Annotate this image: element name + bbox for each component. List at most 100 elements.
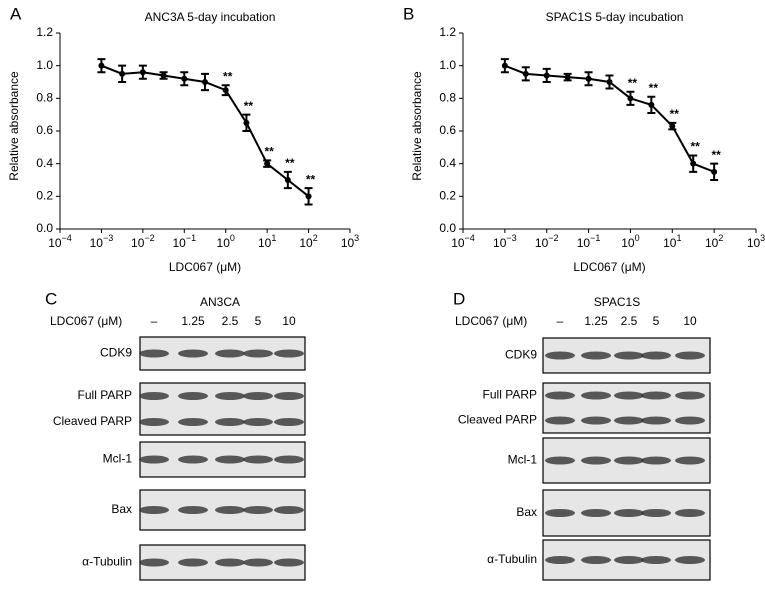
protein-label: Bax [111,502,132,516]
band [274,506,304,514]
data-point [160,72,167,79]
band [545,509,575,517]
band [243,418,273,426]
y-tick-label: 0.6 [36,123,53,137]
data-point [648,101,655,108]
lane-label: 2.5 [222,314,239,328]
x-tick-label: 10−3 [493,233,517,250]
band [139,506,169,514]
y-tick-label: 1.2 [36,25,53,39]
significance: ** [628,76,638,90]
data-point [222,87,229,94]
lane-label: 2.5 [621,314,638,328]
band [139,392,169,400]
band [581,416,611,425]
data-point [501,62,508,69]
band [675,351,705,360]
band [243,349,273,358]
band [178,455,208,464]
lane-label: 5 [653,314,660,328]
significance: ** [670,107,680,121]
band [215,349,245,358]
band [139,349,169,358]
significance: ** [649,81,659,95]
band [581,351,611,360]
x-tick-label: 103 [341,233,359,250]
data-point [181,75,188,82]
treatment-label: LDC067 (μM) [455,314,527,328]
band [581,509,611,517]
band [139,558,169,567]
data-point [690,160,697,167]
protein-label: Mcl-1 [103,452,133,466]
band [139,455,169,464]
band [545,556,575,564]
lane-label: 1.25 [181,314,205,328]
band [243,558,273,567]
band [178,392,208,400]
band [641,556,671,564]
y-tick-label: 1.2 [439,25,456,39]
band [581,556,611,564]
y-tick-label: 0.2 [36,189,53,203]
protein-label: α-Tubulin [82,555,132,569]
band [614,556,644,564]
x-tick-label: 101 [258,233,276,250]
significance: ** [285,156,295,170]
x-tick-label: 10−4 [48,233,72,250]
band [243,455,273,464]
data-point [543,72,550,79]
protein-label: CDK9 [505,348,537,362]
lane-label: – [557,314,564,328]
protein-label: α-Tubulin [487,552,537,566]
protein-label: Bax [516,505,537,519]
x-tick-label: 10−3 [90,233,114,250]
band [178,558,208,567]
data-point [98,62,105,69]
data-point [711,168,718,175]
protein-label: Cleaved PARP [458,413,537,427]
data-point [585,75,592,82]
band [178,349,208,358]
data-point [264,160,271,167]
y-tick-label: 0.8 [439,91,456,105]
band [215,455,245,464]
band [641,351,671,360]
x-axis-label: LDC067 (μM) [573,260,645,274]
data-point [284,177,291,183]
band [614,509,644,517]
data-point [522,70,529,77]
band [641,509,671,517]
significance: ** [223,69,233,83]
band [545,351,575,360]
y-axis-label: Relative absorbance [410,71,424,181]
significance: ** [264,145,274,159]
panel-label: C [45,289,57,308]
band [243,392,273,400]
band [614,416,644,425]
y-axis-label: Relative absorbance [7,71,21,181]
protein-label: Cleaved PARP [53,414,132,428]
y-tick-label: 0.2 [439,189,456,203]
blot-image [139,382,306,436]
band [178,418,208,426]
x-tick-label: 100 [217,233,235,250]
y-tick-label: 1.0 [36,58,53,72]
x-tick-label: 103 [747,233,765,250]
band [641,456,671,465]
band [614,456,644,465]
band [675,556,705,564]
significance: ** [306,172,316,186]
band [274,392,304,400]
significance: ** [711,148,721,162]
x-tick-label: 10−1 [172,233,196,250]
band [545,391,575,400]
band [581,456,611,465]
band [675,391,705,400]
band [641,416,671,425]
band [581,391,611,400]
data-point [201,79,208,85]
x-tick-label: 101 [663,233,681,250]
lane-label: 10 [282,314,296,328]
